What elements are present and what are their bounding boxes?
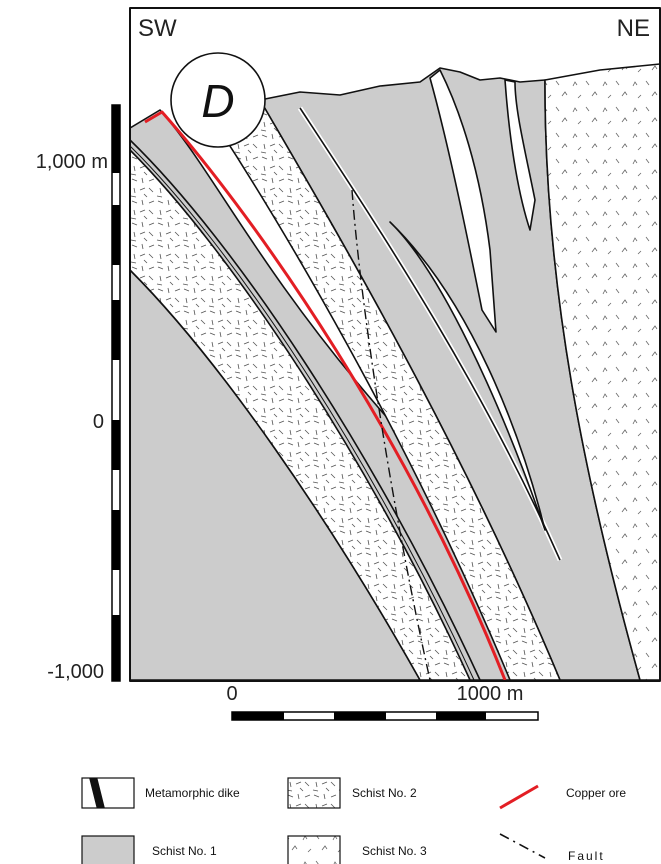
horizontal-scale: 0 1000 m [226, 683, 539, 721]
panel-circle [170, 52, 266, 148]
geology [129, 7, 661, 682]
scale-label: -1,000 [47, 661, 104, 683]
legend-label: Metamorphic dike [145, 786, 240, 800]
legend-label: Schist No. 1 [152, 844, 217, 858]
legend-label: Schist No. 2 [352, 786, 417, 800]
scale-label: 1,000 m [36, 151, 108, 173]
panel-label: D [201, 75, 234, 127]
scale-label: 1000 m [457, 683, 524, 705]
scale-label: 0 [226, 683, 237, 705]
legend [81, 777, 546, 864]
legend-label: Copper ore [566, 786, 626, 800]
legend-label: Fault [568, 849, 605, 863]
direction-label: SW [138, 15, 177, 42]
legend-label: Schist No. 3 [362, 844, 427, 858]
vertical-scale: 1,000 m 0 -1,000 [36, 104, 121, 683]
scale-label: 0 [93, 411, 104, 433]
direction-label: NE [617, 15, 650, 42]
